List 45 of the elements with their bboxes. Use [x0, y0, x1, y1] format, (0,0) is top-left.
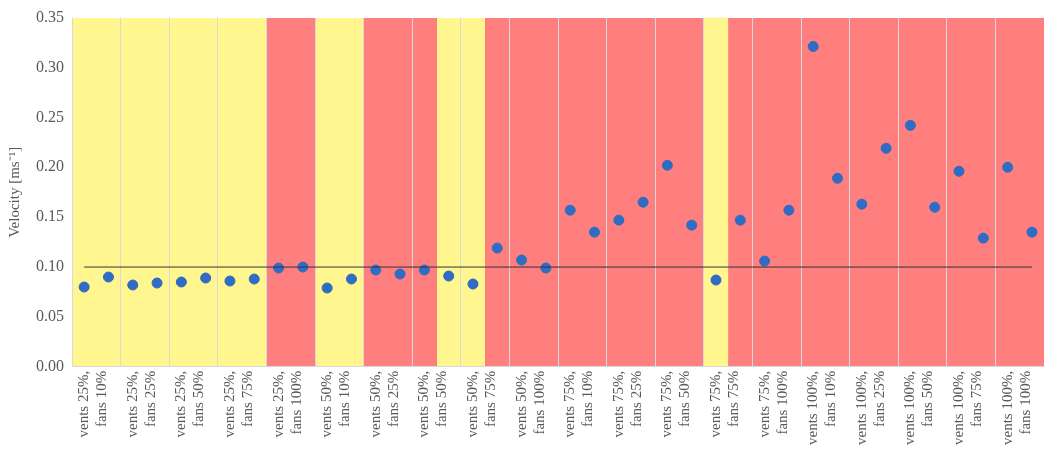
point	[588, 226, 600, 238]
point	[1002, 161, 1014, 173]
point	[175, 276, 187, 288]
point	[686, 219, 698, 231]
y-tick-label: 0.30	[36, 57, 64, 75]
point	[443, 270, 455, 282]
y-tick-label: 0.10	[36, 257, 64, 275]
point	[977, 232, 989, 244]
point	[224, 275, 236, 287]
point	[613, 214, 625, 226]
point	[127, 279, 139, 291]
y-tick-label: 0.15	[36, 207, 64, 225]
point	[564, 204, 576, 216]
point	[929, 201, 941, 213]
point	[345, 273, 357, 285]
point	[467, 278, 479, 290]
point	[734, 214, 746, 226]
point	[491, 242, 503, 254]
y-tick-label: 0.05	[36, 307, 64, 325]
point	[78, 281, 90, 293]
point	[516, 254, 528, 266]
point	[151, 277, 163, 289]
point	[807, 41, 819, 53]
point	[783, 204, 795, 216]
y-axis-title: Velocity [ms⁻¹]	[5, 146, 22, 238]
point	[1026, 226, 1038, 238]
point	[880, 142, 892, 154]
y-tick-label: 0.35	[36, 7, 64, 25]
point	[953, 165, 965, 177]
point	[856, 198, 868, 210]
point	[394, 268, 406, 280]
point	[200, 272, 212, 284]
y-tick-label: 0.00	[36, 357, 64, 375]
y-tick-label: 0.20	[36, 157, 64, 175]
point	[637, 196, 649, 208]
point	[102, 271, 114, 283]
point	[904, 119, 916, 131]
point	[661, 159, 673, 171]
point	[248, 273, 260, 285]
x-tick-label: vents 25%, fans 10%	[75, 370, 110, 438]
point	[832, 172, 844, 184]
point	[710, 274, 722, 286]
point	[759, 255, 771, 267]
point	[321, 282, 333, 294]
y-tick-label: 0.25	[36, 107, 64, 125]
